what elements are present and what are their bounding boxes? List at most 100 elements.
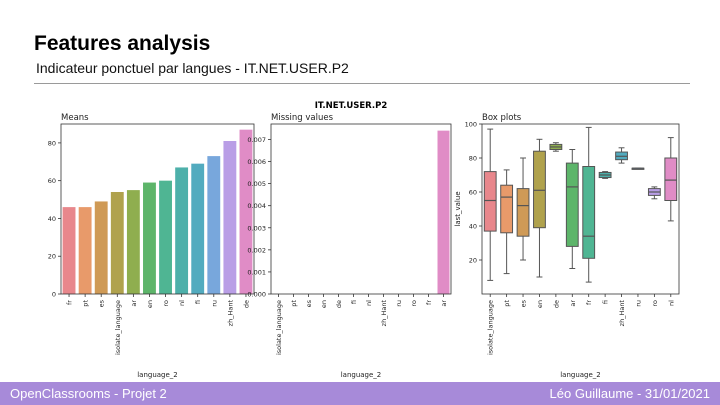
bar-ru xyxy=(207,156,221,294)
slide-title: Features analysis xyxy=(34,32,211,55)
x-tick-label: pt xyxy=(503,300,511,307)
slide-subtitle: Indicateur ponctuel par langues - IT.NET… xyxy=(36,60,349,76)
footer-bar: OpenClassrooms - Projet 2 Léo Guillaume … xyxy=(0,382,720,405)
y-tick-label: 0.004 xyxy=(247,202,266,210)
bar-ar xyxy=(126,190,140,294)
x-tick-label: es xyxy=(305,299,313,307)
x-tick-label: en xyxy=(146,300,154,308)
box-de xyxy=(549,142,563,152)
y-tick-label: 0 xyxy=(52,291,56,299)
x-tick-label: zh_Hant xyxy=(380,300,388,327)
x-tick-label: ru xyxy=(395,300,403,307)
box-body xyxy=(500,184,514,234)
box-ru xyxy=(631,167,645,170)
x-tick-label: ar xyxy=(440,300,448,307)
x-tick-label: ru xyxy=(634,300,642,307)
bar-pt xyxy=(78,207,92,294)
x-tick-label: ru xyxy=(210,300,218,307)
x-tick-label: es xyxy=(98,299,106,307)
bar-fi xyxy=(191,163,205,294)
y-tick-label: 20 xyxy=(469,257,477,265)
box-body xyxy=(582,166,596,259)
x-tick-label: de xyxy=(242,300,250,308)
figure-title: IT.NET.USER.P2 xyxy=(315,101,388,111)
bar-de xyxy=(239,129,253,294)
x-tick-label: pt xyxy=(290,300,298,307)
box-fi xyxy=(598,171,612,179)
box-nl xyxy=(664,137,678,222)
y-tick-label: 0.001 xyxy=(247,268,266,276)
chart-title: Box plots xyxy=(482,113,522,123)
x-tick-label: zh_Hant xyxy=(226,300,234,327)
y-tick-label: 0.002 xyxy=(247,246,266,254)
bar-ar xyxy=(437,130,450,294)
x-tick-label: en xyxy=(536,300,544,308)
bar-isolate_language xyxy=(110,192,124,294)
box-body xyxy=(565,162,579,247)
y-tick-label: 20 xyxy=(48,253,56,261)
bar-nl xyxy=(175,167,189,294)
x-tick-label: nl xyxy=(667,300,675,306)
y-tick-label: 60 xyxy=(48,177,56,185)
x-tick-label: nl xyxy=(178,300,186,306)
x-tick-label: fr xyxy=(585,300,593,305)
x-tick-label: ro xyxy=(410,300,418,307)
y-tick-label: 0.006 xyxy=(247,158,266,166)
footer-left-text: OpenClassrooms - Projet 2 xyxy=(10,386,167,401)
x-tick-label: ar xyxy=(130,300,138,307)
x-tick-label: isolate_language xyxy=(487,300,495,355)
title-divider xyxy=(34,83,690,84)
box-ar xyxy=(565,149,579,269)
y-tick-label: 40 xyxy=(48,215,56,223)
y-tick-label: 0.000 xyxy=(247,291,266,299)
box-pt xyxy=(500,169,514,275)
x-tick-label: fr xyxy=(425,300,433,305)
bar-en xyxy=(143,182,156,294)
y-tick-label: 0.003 xyxy=(247,224,266,232)
x-tick-label: isolate_language xyxy=(114,300,122,355)
means-chart: Means 0 20 40 60 80 fr pt es isolate_language ar en… xyxy=(48,113,255,379)
x-tick-label: fi xyxy=(350,300,358,304)
x-tick-label: ar xyxy=(569,300,577,307)
plot-frame xyxy=(270,123,452,295)
x-tick-label: fi xyxy=(602,300,610,304)
bar-zh_Hant xyxy=(223,141,237,294)
x-tick-label: es xyxy=(520,299,528,307)
y-tick-label: 0.007 xyxy=(247,136,266,144)
x-axis-label: language_2 xyxy=(341,371,382,379)
x-tick-label: nl xyxy=(365,300,373,306)
chart-title: Missing values xyxy=(271,113,334,123)
x-tick-label: ro xyxy=(162,300,170,307)
box-ro xyxy=(647,186,661,200)
x-tick-label: ro xyxy=(651,300,659,307)
x-tick-label: pt xyxy=(82,300,90,307)
box-isolate_language xyxy=(483,128,497,281)
footer-right-text: Léo Guillaume - 31/01/2021 xyxy=(549,386,710,401)
x-tick-label: fi xyxy=(194,300,202,304)
y-tick-label: 80 xyxy=(469,155,477,163)
y-tick-label: 80 xyxy=(48,139,56,147)
y-tick-label: 0.005 xyxy=(247,180,266,188)
x-axis-label: language_2 xyxy=(560,371,601,379)
bar-es xyxy=(94,201,108,294)
y-tick-label: 40 xyxy=(469,223,477,231)
x-tick-label: de xyxy=(335,300,343,308)
box-body xyxy=(664,157,678,201)
x-axis-label: language_2 xyxy=(137,371,178,379)
x-tick-label: zh_Hant xyxy=(618,300,626,327)
box-body xyxy=(533,150,546,229)
box-es xyxy=(516,157,530,261)
box-plots-chart: Box plots 20 40 60 80 100 isolate_language pt es… xyxy=(454,113,680,379)
y-axis-label: last_value xyxy=(454,191,462,226)
y-tick-label: 60 xyxy=(469,189,477,197)
missing-values-chart: Missing values 0.000 0.001 0.002 0.003 0.004 0… xyxy=(247,113,452,379)
box-zh_Hant xyxy=(615,147,628,164)
x-tick-label: en xyxy=(320,300,328,308)
bar-ro xyxy=(159,180,172,294)
x-tick-label: fr xyxy=(66,300,74,305)
box-fr xyxy=(582,126,596,283)
box-body xyxy=(516,188,530,237)
box-en xyxy=(533,138,546,278)
bar-fr xyxy=(62,207,76,294)
